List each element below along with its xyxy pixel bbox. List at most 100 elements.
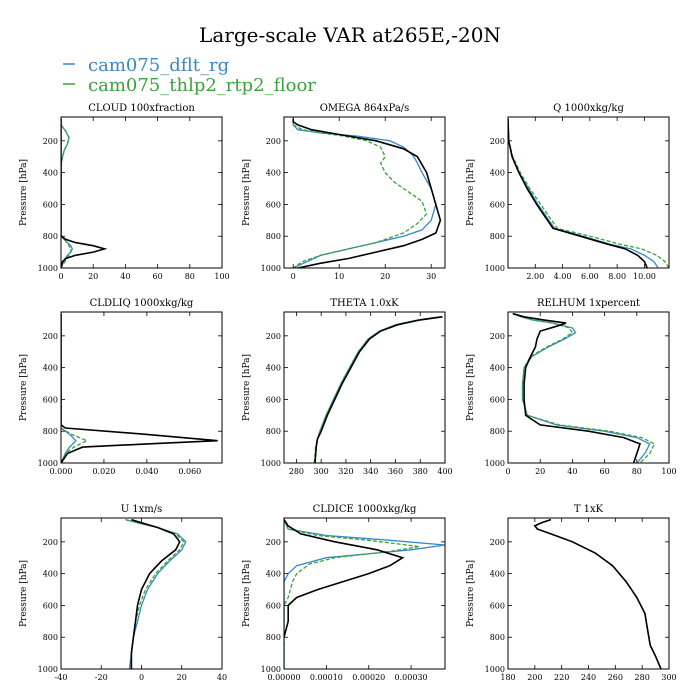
y-tick-label: 200 bbox=[266, 137, 281, 146]
legend-label-2: cam075_thlp2_rtp2_floor bbox=[88, 75, 316, 96]
y-tick-label: 1000 bbox=[261, 665, 281, 674]
y-tick-label: 200 bbox=[266, 538, 281, 547]
x-tick-label: 360 bbox=[388, 467, 403, 476]
x-tick-label: 260 bbox=[608, 673, 623, 682]
series-line-1 bbox=[292, 118, 437, 268]
y-tick-label: 600 bbox=[266, 395, 281, 404]
y-tick-label: 600 bbox=[43, 601, 58, 610]
x-tick-label: -20 bbox=[95, 673, 108, 682]
y-tick-label: 800 bbox=[43, 232, 58, 241]
panel-title: CLDICE 1000xkg/kg bbox=[313, 504, 417, 515]
x-tick-label: 30 bbox=[426, 272, 436, 281]
plot-frame bbox=[283, 311, 446, 464]
y-tick-label: 400 bbox=[43, 570, 58, 579]
series-line-3 bbox=[512, 312, 641, 463]
x-tick-label: 40 bbox=[217, 673, 227, 682]
panel-title: Q 1000xkg/kg bbox=[553, 103, 624, 114]
x-tick-label: 0.000 bbox=[50, 467, 73, 476]
y-tick-label: 600 bbox=[266, 601, 281, 610]
series-line-2 bbox=[292, 118, 428, 268]
panel-4: CLDLIQ 1000xkg/kg Pressure [hPa] 0.000 0.02… bbox=[19, 298, 223, 476]
x-tick-label: -40 bbox=[55, 673, 68, 682]
panel-title: RELHUM 1xpercent bbox=[537, 298, 640, 309]
panel-title: OMEGA 864xPa/s bbox=[320, 103, 410, 114]
y-axis-label: Pressure [hPa] bbox=[242, 159, 252, 226]
x-tick-label: 320 bbox=[338, 467, 353, 476]
panel-title: T 1xK bbox=[574, 504, 604, 515]
x-tick-label: 0.00010 bbox=[310, 673, 343, 682]
legend: cam075_dflt_rg cam075_thlp2_rtp2_floor bbox=[63, 55, 316, 96]
x-tick-label: 280 bbox=[289, 467, 304, 476]
series-line-2 bbox=[508, 118, 669, 268]
x-tick-label: 340 bbox=[363, 467, 378, 476]
series-line-1 bbox=[61, 313, 77, 463]
x-tick-label: 10 bbox=[334, 272, 344, 281]
panel-5: THETA 1.0xK Pressure [hPa] 280 300 320 340 360… bbox=[242, 298, 453, 476]
series-line-2 bbox=[533, 518, 662, 669]
x-tick-label: 0.060 bbox=[178, 467, 201, 476]
y-tick-label: 600 bbox=[490, 395, 505, 404]
y-tick-label: 800 bbox=[43, 427, 58, 436]
x-tick-label: 40 bbox=[567, 467, 577, 476]
panel-1: CLOUD 100xfraction Pressure [hPa] 0 20 40 60 8… bbox=[19, 103, 230, 281]
series-line-3 bbox=[284, 519, 405, 638]
panel-8: CLDICE 1000xkg/kg Pressure [hPa] 0.00000 0.… bbox=[242, 504, 446, 682]
plot-frame bbox=[60, 517, 223, 670]
figure-title: Large-scale VAR at265E,-20N bbox=[199, 23, 501, 47]
y-tick-label: 800 bbox=[490, 232, 505, 241]
y-tick-label: 400 bbox=[490, 169, 505, 178]
x-tick-label: 60 bbox=[153, 272, 163, 281]
y-axis-label: Pressure [hPa] bbox=[242, 354, 252, 421]
y-tick-label: 200 bbox=[490, 538, 505, 547]
panel-title: U 1xm/s bbox=[121, 504, 163, 515]
y-tick-label: 200 bbox=[43, 137, 58, 146]
x-tick-label: 8.00 bbox=[608, 272, 626, 281]
plot-frame bbox=[507, 517, 670, 670]
x-tick-label: 40 bbox=[120, 272, 130, 281]
plot-frame bbox=[60, 311, 223, 464]
y-tick-label: 400 bbox=[266, 570, 281, 579]
panel-9: T 1xK Pressure [hPa] 180 200 220 240 260 280 300… bbox=[466, 504, 677, 682]
plot-frame bbox=[283, 517, 446, 670]
y-tick-label: 600 bbox=[266, 200, 281, 209]
y-tick-label: 800 bbox=[266, 427, 281, 436]
x-tick-label: 400 bbox=[437, 467, 452, 476]
y-tick-label: 800 bbox=[43, 633, 58, 642]
y-tick-label: 1000 bbox=[38, 459, 58, 468]
series-line-2 bbox=[61, 313, 89, 463]
y-tick-label: 1000 bbox=[38, 665, 58, 674]
x-tick-label: 10.00 bbox=[633, 272, 656, 281]
y-tick-label: 800 bbox=[490, 633, 505, 642]
series-line-3 bbox=[292, 118, 442, 268]
series-line-1 bbox=[512, 312, 651, 463]
panel-title: CLOUD 100xfraction bbox=[88, 103, 195, 114]
y-tick-label: 400 bbox=[490, 570, 505, 579]
y-tick-label: 200 bbox=[490, 137, 505, 146]
x-tick-label: 60 bbox=[600, 467, 610, 476]
y-tick-label: 600 bbox=[490, 601, 505, 610]
series-line-3 bbox=[61, 313, 218, 463]
y-tick-label: 600 bbox=[43, 200, 58, 209]
series-line-2 bbox=[512, 312, 656, 463]
series-line-2 bbox=[61, 118, 72, 268]
x-tick-label: 180 bbox=[500, 673, 515, 682]
series-line-2 bbox=[313, 316, 442, 463]
y-tick-label: 400 bbox=[490, 364, 505, 373]
y-tick-label: 600 bbox=[490, 200, 505, 209]
series-line-1 bbox=[284, 519, 445, 669]
y-axis-label: Pressure [hPa] bbox=[466, 354, 476, 421]
panels: CLOUD 100xfraction Pressure [hPa] 0 20 40 60 8… bbox=[19, 103, 677, 682]
x-tick-label: 220 bbox=[554, 673, 569, 682]
plot-frame bbox=[283, 116, 446, 269]
series-line-1 bbox=[533, 518, 662, 669]
y-tick-label: 800 bbox=[490, 427, 505, 436]
panel-2: OMEGA 864xPa/s Pressure [hPa] 0 10 20 30 200 40… bbox=[242, 103, 446, 281]
y-tick-label: 800 bbox=[266, 633, 281, 642]
series-line-3 bbox=[508, 118, 648, 268]
panel-7: U 1xm/s Pressure [hPa] -40 -20 0 20 40 200 400 60… bbox=[19, 504, 227, 682]
y-axis-label: Pressure [hPa] bbox=[19, 354, 29, 421]
y-axis-label: Pressure [hPa] bbox=[466, 560, 476, 627]
plot-frame bbox=[507, 311, 670, 464]
x-tick-label: 100 bbox=[214, 272, 229, 281]
legend-label-1: cam075_dflt_rg bbox=[88, 55, 229, 76]
